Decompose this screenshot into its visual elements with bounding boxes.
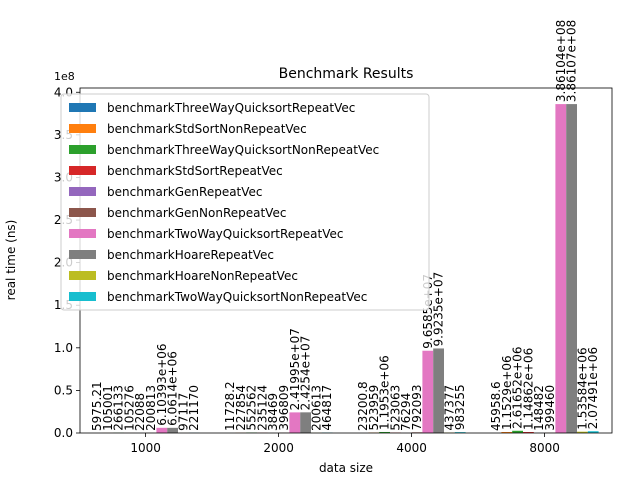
- bar: [555, 104, 567, 434]
- bar-value-label: 23200.8: [356, 381, 370, 431]
- legend-swatch: [69, 250, 96, 259]
- legend-entry: benchmarkGenNonRepeatVec: [107, 206, 286, 220]
- legend-swatch: [69, 292, 96, 301]
- bar-value-label: 2.4254e+07: [299, 336, 313, 411]
- legend-entry: benchmarkGenRepeatVec: [107, 185, 263, 199]
- y-tick-label: 1.0: [54, 341, 73, 355]
- bar-value-label: 523959: [367, 385, 381, 431]
- legend-swatch: [69, 208, 96, 217]
- bar: [167, 427, 178, 433]
- bar: [379, 431, 390, 433]
- bar: [300, 412, 311, 433]
- bar-value-label: 97117: [176, 393, 190, 431]
- y-tick-label: 0.0: [54, 426, 73, 440]
- bar: [156, 427, 168, 433]
- legend-box: [60, 93, 430, 311]
- legend-swatch: [69, 271, 96, 280]
- y-axis-label: real time (ns): [4, 220, 18, 301]
- bar: [501, 432, 513, 433]
- bar-value-label: 983255: [453, 384, 467, 430]
- x-axis-label: data size: [319, 461, 373, 475]
- bar-value-label: 2.41995e+07: [288, 328, 302, 410]
- legend-entry: benchmarkTwoWayQuicksortNonRepeatVec: [107, 290, 367, 304]
- legend-entry: benchmarkThreeWayQuicksortRepeatVec: [107, 101, 355, 115]
- bar-value-label: 792093: [410, 385, 424, 431]
- bar-value-label: 6.0614e+06: [166, 351, 180, 426]
- bar-value-label: 105276: [122, 385, 136, 431]
- bar-value-label: 5975.21: [90, 381, 104, 431]
- bar-value-label: 227854: [234, 385, 248, 431]
- x-tick-label: 8000: [529, 441, 560, 455]
- bar-value-label: 11728.2: [223, 381, 237, 431]
- legend-swatch: [69, 187, 96, 196]
- y-offset-label: 1e8: [54, 70, 75, 83]
- legend-entry: benchmarkStdSortRepeatVec: [107, 164, 283, 178]
- bar: [454, 432, 466, 433]
- legend-entry: benchmarkTwoWayQuicksortRepeatVec: [107, 227, 343, 241]
- bar-value-label: 552562: [245, 385, 259, 431]
- bar-value-label: 6.10393e+06: [155, 343, 169, 425]
- x-axis: 1000 2000 4000 8000: [130, 433, 560, 455]
- bar-value-label: 235124: [255, 385, 269, 431]
- bar-value-label: 9.9235e+07: [432, 272, 446, 347]
- legend-swatch: [69, 229, 96, 238]
- bar-value-label: 105001: [101, 385, 115, 431]
- legend-entry: benchmarkThreeWayQuicksortNonRepeatVec: [107, 143, 379, 157]
- bar-value-label: 38469: [266, 393, 280, 431]
- bar-value-label: 3.86104e+08: [554, 20, 568, 102]
- legend: benchmarkThreeWayQuicksortRepeatVec bench…: [60, 93, 430, 311]
- bar-value-label: 221170: [187, 385, 201, 431]
- legend-entry: benchmarkStdSortNonRepeatVec: [107, 122, 307, 136]
- chart-title: Benchmark Results: [279, 66, 414, 82]
- bar: [577, 431, 588, 433]
- bar-value-label: 2.61652e+06: [511, 346, 525, 428]
- bar: [566, 104, 577, 433]
- bar: [523, 432, 534, 433]
- x-tick-label: 1000: [130, 441, 161, 455]
- legend-swatch: [69, 166, 96, 175]
- bar-value-label: 200813: [144, 385, 158, 431]
- y-tick-label: 0.5: [54, 383, 73, 397]
- legend-swatch: [69, 124, 96, 133]
- bar-value-label: 3.86107e+08: [565, 20, 579, 102]
- bar-value-label: 45958.6: [489, 381, 503, 431]
- bar-value-label: 1.14862e+06: [521, 348, 535, 430]
- bar-value-label: 76294: [399, 393, 413, 431]
- legend-swatch: [69, 145, 96, 154]
- bar-value-label: 1.1529e+06: [500, 355, 514, 430]
- legend-swatch: [69, 103, 96, 112]
- legend-entry: benchmarkHoareRepeatVec: [107, 248, 274, 262]
- legend-entry: benchmarkHoareNonRepeatVec: [107, 269, 298, 283]
- bar-value-label: 1.1953e+06: [378, 355, 392, 430]
- bar-value-label: 399460: [543, 385, 557, 431]
- x-tick-label: 2000: [263, 441, 294, 455]
- bar-value-label: 396809: [277, 385, 291, 431]
- bar: [433, 348, 444, 433]
- bar-value-label: 266133: [112, 385, 126, 431]
- bar-value-label: 22088: [133, 393, 147, 431]
- bar-value-label: 437377: [442, 385, 456, 431]
- bar: [289, 412, 301, 433]
- bar-value-label: 523063: [388, 385, 402, 431]
- bar-value-label: 464817: [320, 385, 334, 431]
- bar-value-label: 200613: [309, 385, 323, 431]
- bar: [512, 430, 523, 433]
- bar-value-label: 1.53584e+06: [575, 347, 589, 429]
- bar-value-label: 2.07491e+06: [586, 347, 600, 429]
- bar-value-label: 148482: [532, 385, 546, 431]
- bar: [587, 431, 599, 433]
- bar: [422, 350, 434, 433]
- x-tick-label: 4000: [396, 441, 427, 455]
